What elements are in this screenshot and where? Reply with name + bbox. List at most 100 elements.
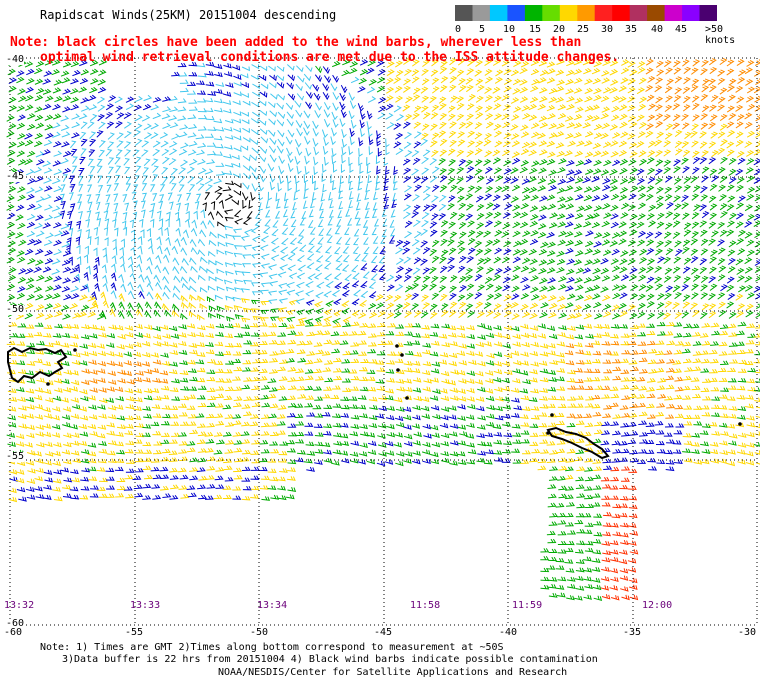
wind-barb — [280, 254, 289, 262]
wind-barb — [213, 432, 223, 437]
wind-barb — [700, 292, 709, 300]
wind-barb — [140, 229, 145, 239]
wind-barb — [161, 303, 170, 311]
wind-barb — [53, 378, 63, 384]
wind-barb — [737, 157, 746, 165]
wind-barb — [547, 538, 557, 544]
wind-barb — [348, 199, 354, 209]
wind-barb — [557, 576, 567, 582]
wind-barb — [474, 292, 483, 300]
wind-barb — [348, 369, 358, 374]
wind-barb — [127, 290, 135, 299]
wind-barb — [109, 301, 117, 311]
wind-barb — [593, 241, 603, 248]
wind-barb — [449, 76, 458, 84]
wind-barb — [610, 323, 620, 329]
wind-barb — [547, 350, 556, 356]
wind-barb — [647, 457, 657, 463]
wind-barb — [193, 210, 198, 220]
wind-barb — [404, 293, 413, 301]
wind-barb — [691, 221, 700, 229]
longitude-label: -55 — [125, 627, 144, 638]
wind-barb — [44, 185, 53, 192]
wind-barb — [637, 302, 646, 310]
wind-barb — [412, 450, 421, 456]
wind-barb — [539, 96, 548, 103]
wind-barb — [744, 112, 753, 120]
wind-barb — [62, 88, 71, 95]
wind-barb — [233, 474, 243, 480]
wind-barb — [576, 205, 585, 212]
wind-barb — [271, 228, 279, 237]
pass-time-label: 12:00 — [642, 600, 673, 611]
wind-barb — [753, 358, 760, 364]
wind-barb — [119, 246, 125, 256]
wind-barb — [54, 96, 63, 103]
wind-barb — [208, 312, 216, 319]
wind-barb — [421, 95, 430, 103]
wind-barb — [395, 378, 405, 384]
wind-barb — [60, 360, 70, 367]
wind-barb — [755, 404, 760, 409]
wind-barb — [565, 203, 575, 210]
wind-barb — [52, 450, 61, 457]
wind-barb — [710, 341, 720, 346]
wind-barb — [612, 366, 622, 371]
wind-barb — [317, 219, 323, 228]
wind-barb — [129, 219, 135, 229]
wind-barb — [467, 220, 476, 228]
wind-barb — [601, 239, 611, 246]
wind-barb — [306, 412, 316, 417]
wind-barb — [457, 139, 466, 147]
wind-barb — [474, 351, 484, 357]
wind-barb — [736, 449, 746, 455]
wind-barb — [197, 484, 207, 490]
wind-barb — [691, 123, 699, 131]
wind-barb — [691, 78, 700, 86]
wind-barb — [574, 97, 584, 104]
wind-barb — [547, 502, 557, 508]
wind-barb — [753, 442, 760, 447]
wind-barb — [728, 342, 738, 347]
wind-barb — [260, 136, 269, 144]
wind-barb — [486, 267, 495, 275]
wind-barb — [709, 256, 717, 264]
wind-barb — [8, 96, 17, 104]
wind-barb — [511, 293, 520, 300]
wind-barb — [199, 229, 207, 238]
wind-barb — [132, 475, 142, 480]
wind-barb — [610, 258, 620, 265]
wind-barb — [485, 378, 494, 384]
wind-barb — [656, 240, 665, 248]
wind-barb — [584, 151, 594, 158]
wind-barb — [133, 439, 143, 444]
wind-barb — [681, 113, 689, 121]
wind-barb — [233, 147, 242, 153]
wind-barb — [17, 323, 27, 328]
wind-barb — [71, 359, 81, 366]
wind-barb — [573, 68, 583, 75]
wind-barb — [141, 209, 146, 219]
wind-barb — [395, 247, 404, 255]
wind-barb — [420, 228, 429, 236]
wind-barb — [106, 176, 112, 184]
wind-barb — [431, 340, 440, 346]
wind-barb — [448, 247, 457, 255]
wind-barb — [557, 520, 567, 525]
wind-barb — [456, 102, 465, 111]
wind-barb — [754, 266, 760, 274]
wind-barb — [24, 158, 34, 165]
wind-barb — [736, 385, 746, 391]
wind-barb — [718, 184, 726, 192]
wind-barb — [727, 367, 737, 372]
wind-barb — [575, 160, 585, 167]
wind-barb — [315, 245, 323, 253]
wind-barb — [325, 300, 334, 307]
wind-barb — [233, 111, 242, 117]
contamination-marker — [546, 431, 550, 435]
wind-barb — [448, 84, 457, 92]
wind-barb — [539, 432, 548, 437]
wind-barb — [602, 531, 612, 537]
wind-barb — [521, 186, 531, 194]
wind-barb — [390, 209, 396, 218]
